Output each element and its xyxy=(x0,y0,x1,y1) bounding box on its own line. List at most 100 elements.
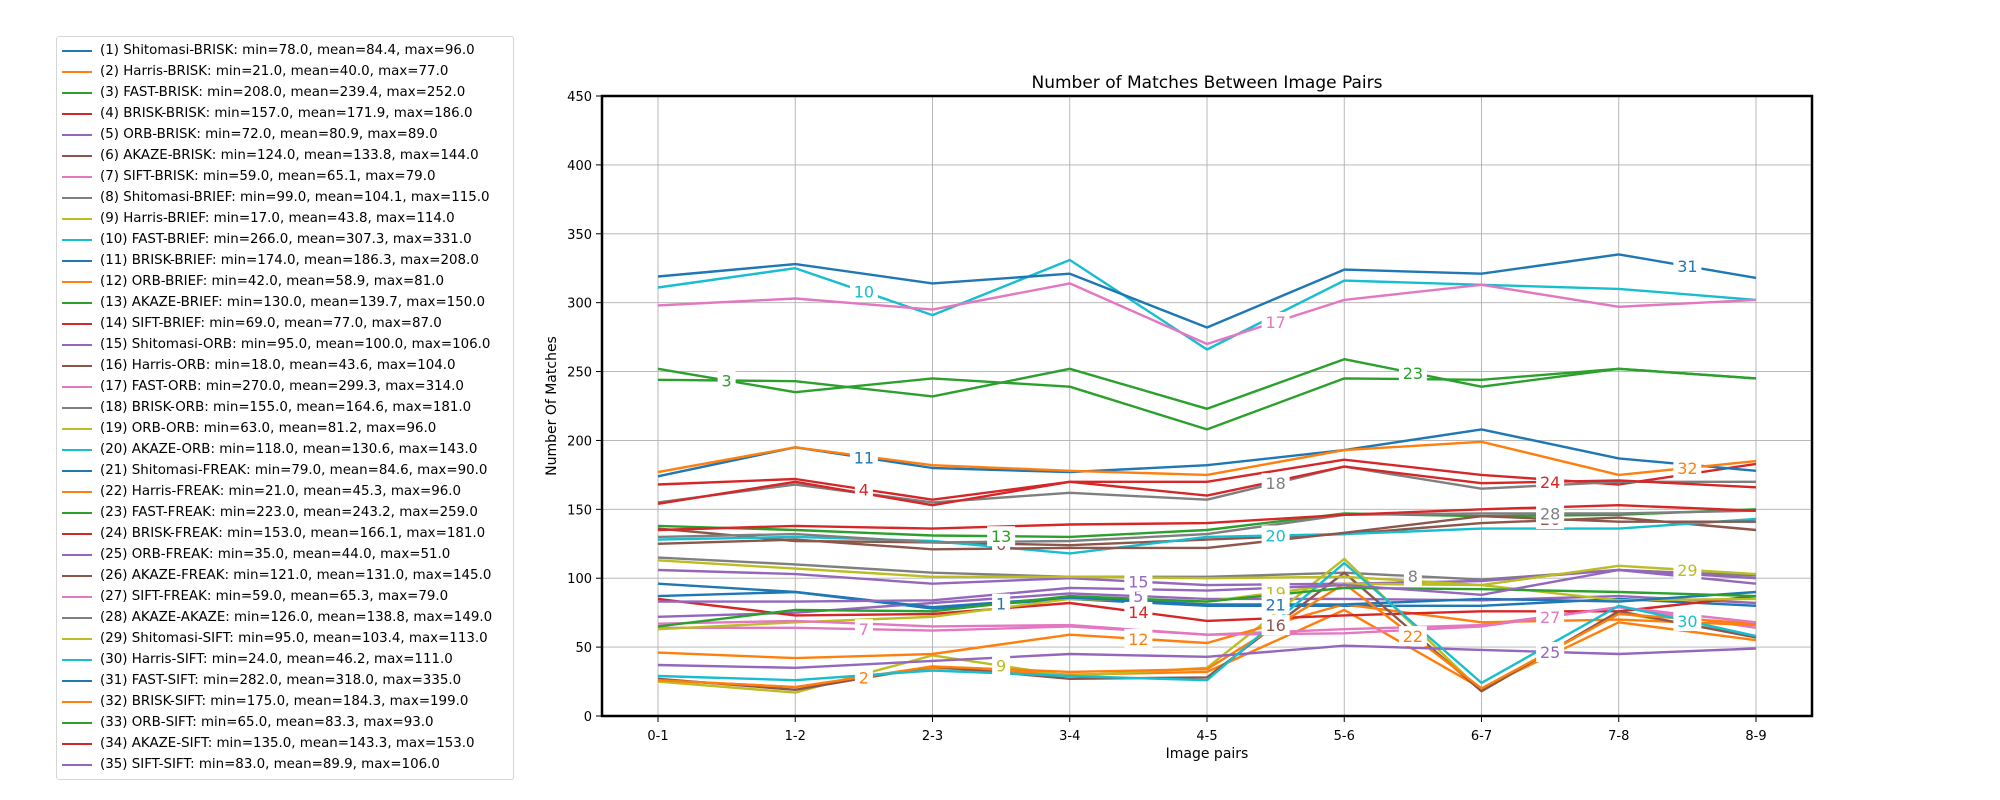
x-tick-label: 4-5 xyxy=(1196,729,1217,744)
series-line-10 xyxy=(657,258,1757,351)
y-tick-label: 150 xyxy=(567,503,592,518)
legend-item: (18) BRISK-ORB: min=155.0, mean=164.6, m… xyxy=(57,398,513,418)
legend-item: (1) Shitomasi-BRISK: min=78.0, mean=84.4… xyxy=(57,41,513,61)
legend-label: (6) AKAZE-BRISK: min=124.0, mean=133.8, … xyxy=(100,148,479,163)
series-label-bg-16 xyxy=(1261,615,1290,636)
series-label-22: 22 xyxy=(1403,627,1423,646)
series-label-bg-11 xyxy=(849,447,878,468)
legend-swatch xyxy=(62,512,92,514)
series-label-bg-20 xyxy=(1261,525,1290,546)
legend-label: (35) SIFT-SIFT: min=83.0, mean=89.9, max… xyxy=(100,757,440,772)
x-tick-label: 0-1 xyxy=(647,729,668,744)
legend-item: (16) Harris-ORB: min=18.0, mean=43.6, ma… xyxy=(57,356,513,376)
legend-swatch xyxy=(62,344,92,346)
legend-swatch xyxy=(62,239,92,241)
series-label-31: 31 xyxy=(1677,257,1697,276)
series-label-21: 21 xyxy=(1265,595,1285,614)
legend-swatch xyxy=(62,92,92,94)
series-line-24 xyxy=(657,465,1757,507)
legend-item: (32) BRISK-SIFT: min=175.0, mean=184.3, … xyxy=(57,692,513,712)
legend-label: (17) FAST-ORB: min=270.0, mean=299.3, ma… xyxy=(100,379,464,394)
series-label-1: 1 xyxy=(996,595,1006,614)
x-tick-label: 8-9 xyxy=(1745,729,1766,744)
legend-item: (9) Harris-BRIEF: min=17.0, mean=43.8, m… xyxy=(57,209,513,229)
series-label-bg-31 xyxy=(1673,256,1702,277)
legend-swatch xyxy=(62,701,92,703)
legend-label: (31) FAST-SIFT: min=282.0, mean=318.0, m… xyxy=(100,673,462,688)
series-line-32 xyxy=(657,440,1757,477)
series-layer xyxy=(657,253,1757,694)
series-label-bg-1 xyxy=(992,593,1011,614)
legend-item: (20) AKAZE-ORB: min=118.0, mean=130.6, m… xyxy=(57,440,513,460)
legend-label: (25) ORB-FREAK: min=35.0, mean=44.0, max… xyxy=(100,547,451,562)
legend-item: (23) FAST-FREAK: min=223.0, mean=243.2, … xyxy=(57,503,513,523)
series-label-bg-4 xyxy=(854,479,873,500)
x-axis-label: Image pairs xyxy=(1166,746,1249,762)
legend-swatch xyxy=(62,617,92,619)
legend-swatch xyxy=(62,491,92,493)
series-label-bg-10 xyxy=(849,281,878,302)
series-label-bg-23 xyxy=(1398,362,1427,383)
series-label-bg-22 xyxy=(1398,626,1427,647)
legend-label: (1) Shitomasi-BRISK: min=78.0, mean=84.4… xyxy=(100,43,475,58)
series-label-bg-30 xyxy=(1673,610,1702,631)
legend-item: (34) AKAZE-SIFT: min=135.0, mean=143.3, … xyxy=(57,734,513,754)
legend-swatch xyxy=(62,533,92,535)
legend-swatch xyxy=(62,134,92,136)
legend-label: (15) Shitomasi-ORB: min=95.0, mean=100.0… xyxy=(100,337,491,352)
legend-swatch xyxy=(62,71,92,73)
legend-label: (34) AKAZE-SIFT: min=135.0, mean=143.3, … xyxy=(100,736,475,751)
y-tick-label: 50 xyxy=(575,641,592,656)
y-tick-label: 300 xyxy=(567,297,592,312)
series-label-bg-2 xyxy=(854,667,873,688)
y-tick-label: 450 xyxy=(567,90,592,105)
series-label-30: 30 xyxy=(1677,612,1697,631)
series-label-18: 18 xyxy=(1265,474,1285,493)
legend-label: (26) AKAZE-FREAK: min=121.0, mean=131.0,… xyxy=(100,568,492,583)
series-label-5: 5 xyxy=(1133,587,1143,606)
series-label-2: 2 xyxy=(859,668,869,687)
legend-item: (10) FAST-BRIEF: min=266.0, mean=307.3, … xyxy=(57,230,513,250)
legend-label: (19) ORB-ORB: min=63.0, mean=81.2, max=9… xyxy=(100,421,437,436)
series-line-25 xyxy=(657,644,1757,669)
legend-label: (16) Harris-ORB: min=18.0, mean=43.6, ma… xyxy=(100,358,456,373)
legend-swatch xyxy=(62,659,92,661)
legend-item: (26) AKAZE-FREAK: min=121.0, mean=131.0,… xyxy=(57,566,513,586)
legend-label: (14) SIFT-BRIEF: min=69.0, mean=77.0, ma… xyxy=(100,316,442,331)
x-tick-label: 5-6 xyxy=(1334,729,1355,744)
legend-item: (4) BRISK-BRISK: min=157.0, mean=171.9, … xyxy=(57,104,513,124)
legend-item: (25) ORB-FREAK: min=35.0, mean=44.0, max… xyxy=(57,545,513,565)
series-label-28: 28 xyxy=(1540,504,1560,523)
legend-swatch xyxy=(62,302,92,304)
series-line-12 xyxy=(657,603,1757,660)
legend-label: (7) SIFT-BRISK: min=59.0, mean=65.1, max… xyxy=(100,169,436,184)
series-line-28 xyxy=(657,509,1757,544)
series-line-14 xyxy=(657,594,1757,623)
series-label-bg-17 xyxy=(1261,311,1290,332)
legend-swatch xyxy=(62,722,92,724)
series-label-bg-3 xyxy=(717,370,736,391)
legend-swatch xyxy=(62,197,92,199)
legend-label: (3) FAST-BRISK: min=208.0, mean=239.4, m… xyxy=(100,85,466,100)
series-label-bg-14 xyxy=(1124,601,1153,622)
series-label-bg-32 xyxy=(1673,458,1702,478)
x-tick-label: 7-8 xyxy=(1608,729,1629,744)
legend-label: (33) ORB-SIFT: min=65.0, mean=83.3, max=… xyxy=(100,715,434,730)
legend-label: (12) ORB-BRIEF: min=42.0, mean=58.9, max… xyxy=(100,274,444,289)
legend-label: (10) FAST-BRIEF: min=266.0, mean=307.3, … xyxy=(100,232,472,247)
legend-swatch xyxy=(62,323,92,325)
series-label-bg-28 xyxy=(1536,503,1565,524)
series-label-bg-25 xyxy=(1536,641,1565,662)
legend-item: (3) FAST-BRISK: min=208.0, mean=239.4, m… xyxy=(57,83,513,103)
series-label-7: 7 xyxy=(859,620,869,639)
series-label-13: 13 xyxy=(991,527,1011,546)
legend-item: (12) ORB-BRIEF: min=42.0, mean=58.9, max… xyxy=(57,272,513,292)
legend-label: (4) BRISK-BRISK: min=157.0, mean=171.9, … xyxy=(100,106,473,121)
series-line-33 xyxy=(657,586,1757,628)
legend-label: (13) AKAZE-BRIEF: min=130.0, mean=139.7,… xyxy=(100,295,486,310)
series-label-bg-8 xyxy=(1403,566,1422,587)
legend-item: (30) Harris-SIFT: min=24.0, mean=46.2, m… xyxy=(57,650,513,670)
series-line-22 xyxy=(657,582,1757,690)
legend-label: (20) AKAZE-ORB: min=118.0, mean=130.6, m… xyxy=(100,442,478,457)
